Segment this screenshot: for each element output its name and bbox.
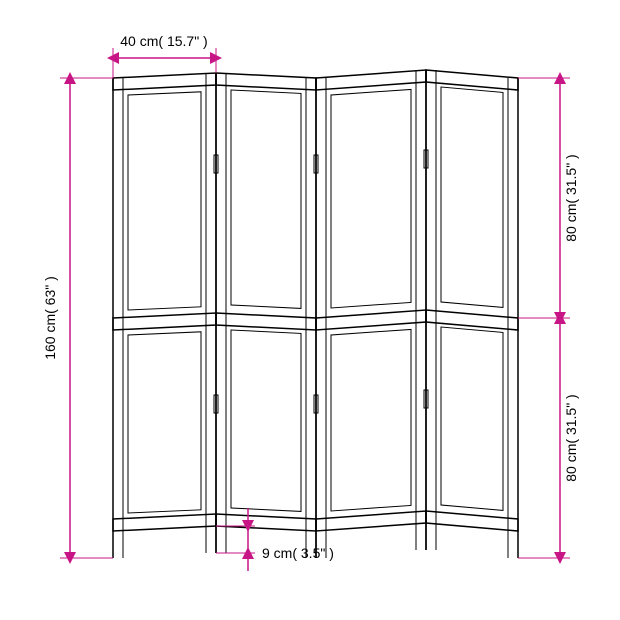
dim-panel-width: 40 cm( 15.7" )	[113, 33, 216, 78]
upper-section-label: 80 cm( 31.5" )	[563, 154, 579, 241]
panel-2	[214, 73, 316, 558]
dim-height: 160 cm( 63" )	[42, 78, 113, 558]
dim-upper-section: 80 cm( 31.5" )	[518, 78, 579, 318]
room-divider	[113, 70, 518, 558]
panel-width-label: 40 cm( 15.7" )	[120, 33, 207, 49]
dimension-diagram: 160 cm( 63" ) 40 cm( 15.7" ) 80 cm( 31.5…	[0, 0, 620, 620]
dim-lower-section: 80 cm( 31.5" )	[518, 318, 579, 558]
lower-section-label: 80 cm( 31.5" )	[563, 394, 579, 481]
height-label: 160 cm( 63" )	[42, 276, 58, 360]
panel-4	[424, 70, 518, 558]
panel-3	[314, 70, 426, 558]
panel-1	[113, 73, 216, 558]
leg-height-label: 9 cm( 3.5" )	[262, 545, 334, 561]
